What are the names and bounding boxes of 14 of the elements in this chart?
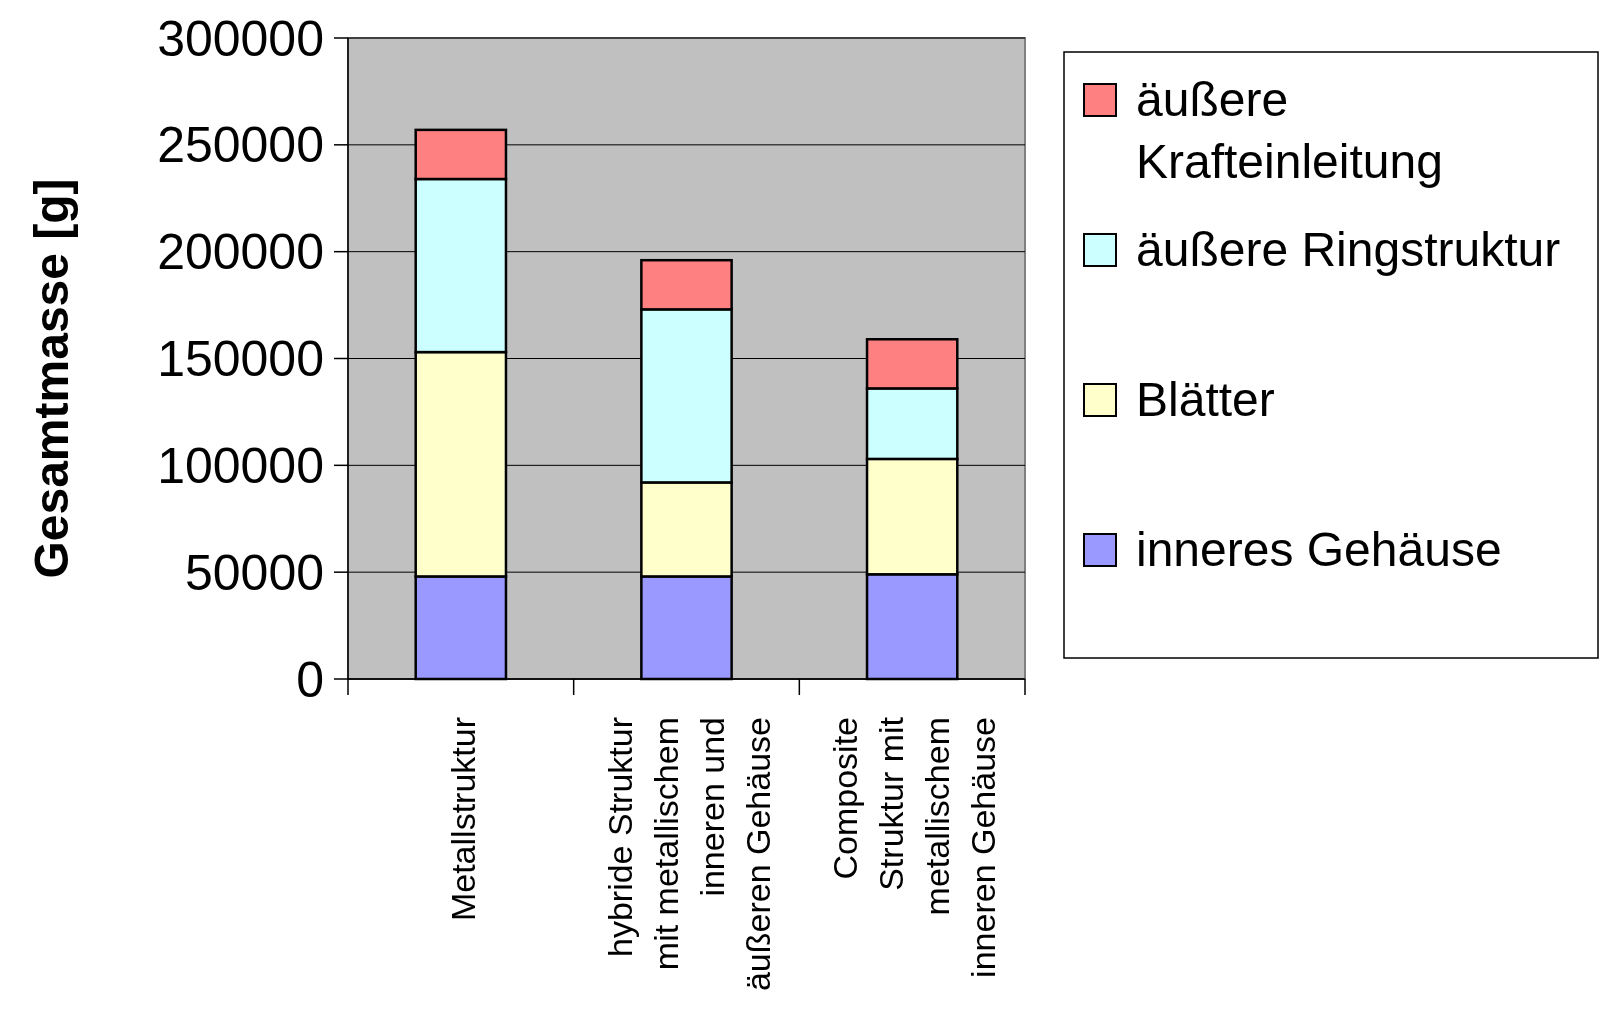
y-axis-title: Gesamtmasse [g] [25,178,78,579]
y-tick-label: 300000 [157,10,324,67]
x-tick-label: hybride Struktur mit metallischem inneren und äußeren Gehäuse [600,717,777,992]
y-tick-label: 150000 [157,331,324,387]
legend-label: äußere Ringstruktur [1136,223,1561,276]
y-tick-label: 200000 [157,224,324,281]
legend-label: äußere Krafteinleitung [1136,73,1443,188]
legend-label: Blätter [1136,373,1275,426]
x-tick-label: Metallstruktur [443,717,482,922]
y-tick-label: 100000 [157,437,324,494]
y-tick-label: 50000 [184,544,324,601]
y-tick-label: 250000 [157,117,324,174]
legend-label: inneres Gehäuse [1136,523,1502,576]
y-tick-label: 0 [296,651,324,708]
